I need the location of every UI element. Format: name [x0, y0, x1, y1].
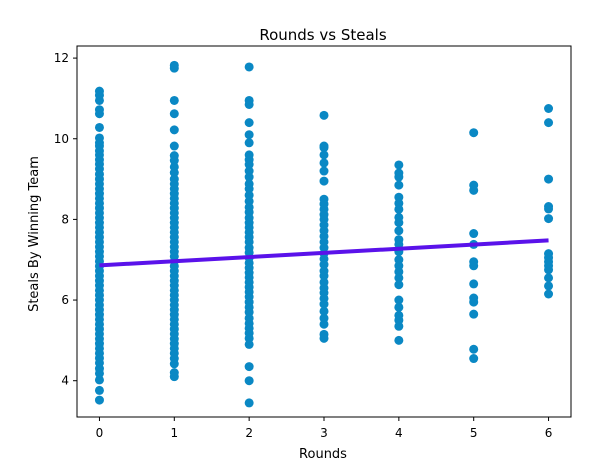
data-point: [469, 261, 479, 271]
data-point: [94, 122, 104, 132]
data-point: [244, 184, 254, 194]
data-point: [244, 398, 254, 408]
data-point: [394, 218, 404, 228]
data-point: [469, 344, 479, 354]
data-point: [169, 372, 179, 382]
data-point: [544, 265, 554, 275]
data-point: [394, 226, 404, 236]
data-point: [94, 395, 104, 405]
data-point: [244, 62, 254, 72]
y-tick-label: 8: [61, 212, 69, 226]
x-tick-label: 0: [96, 426, 104, 440]
data-point: [469, 297, 479, 307]
data-point: [319, 166, 329, 176]
data-point: [94, 385, 104, 395]
data-point: [319, 299, 329, 309]
data-point: [469, 128, 479, 138]
data-point: [394, 172, 404, 182]
x-tick-label: 1: [170, 426, 178, 440]
data-point: [94, 95, 104, 105]
plot-area: [76, 45, 572, 418]
chart-title: Rounds vs Steals: [259, 26, 386, 44]
data-point: [94, 375, 104, 385]
data-point: [94, 368, 104, 378]
data-point: [544, 174, 554, 184]
x-tick-label: 6: [545, 426, 553, 440]
data-point: [244, 118, 254, 128]
data-point: [244, 130, 254, 140]
data-point: [169, 156, 179, 166]
data-point: [469, 309, 479, 319]
y-axis-label: Steals By Winning Team: [27, 156, 42, 312]
data-point: [169, 109, 179, 119]
data-point: [394, 160, 404, 170]
data-point: [244, 138, 254, 148]
data-point: [244, 339, 254, 349]
data-point: [169, 95, 179, 105]
y-tick-label: 4: [61, 374, 69, 388]
data-point: [319, 319, 329, 329]
data-point: [319, 260, 329, 270]
data-point: [169, 141, 179, 151]
data-point: [394, 335, 404, 345]
data-point: [169, 125, 179, 135]
data-point: [469, 279, 479, 289]
data-point: [319, 306, 329, 316]
data-point: [244, 362, 254, 372]
data-point: [469, 185, 479, 195]
data-point: [169, 359, 179, 369]
y-tick-label: 12: [54, 51, 69, 65]
data-point: [544, 281, 554, 291]
data-point: [544, 273, 554, 283]
data-point: [394, 295, 404, 305]
data-point: [244, 376, 254, 386]
x-tick-label: 5: [470, 426, 478, 440]
data-point: [544, 289, 554, 299]
x-tick-label: 4: [395, 426, 403, 440]
data-point: [244, 160, 254, 170]
y-axis: 4 6 8 10 12: [54, 51, 77, 388]
data-point: [544, 214, 554, 224]
data-point: [319, 150, 329, 160]
data-point: [469, 354, 479, 364]
data-point: [319, 110, 329, 120]
data-point: [319, 333, 329, 343]
data-point: [169, 168, 179, 178]
y-tick-label: 10: [54, 132, 69, 146]
data-point: [319, 143, 329, 153]
x-tick-label: 3: [320, 426, 328, 440]
data-point: [319, 176, 329, 186]
data-points: [94, 60, 554, 408]
data-point: [544, 118, 554, 128]
data-point: [244, 99, 254, 109]
data-point: [319, 158, 329, 168]
x-tick-label: 2: [245, 426, 253, 440]
data-point: [394, 273, 404, 283]
data-point: [394, 302, 404, 312]
data-point: [394, 204, 404, 214]
data-point: [394, 280, 404, 290]
data-point: [394, 321, 404, 331]
x-axis-label: Rounds: [299, 447, 347, 462]
data-point: [394, 180, 404, 190]
x-axis: 0 1 2 3 4 5 6: [96, 417, 553, 440]
data-point: [469, 229, 479, 239]
data-point: [319, 271, 329, 281]
trendline: [99, 238, 549, 268]
data-point: [244, 172, 254, 182]
data-point: [94, 109, 104, 119]
data-point: [544, 204, 554, 214]
y-tick-label: 6: [61, 293, 69, 307]
data-point: [544, 104, 554, 114]
data-point: [169, 63, 179, 73]
